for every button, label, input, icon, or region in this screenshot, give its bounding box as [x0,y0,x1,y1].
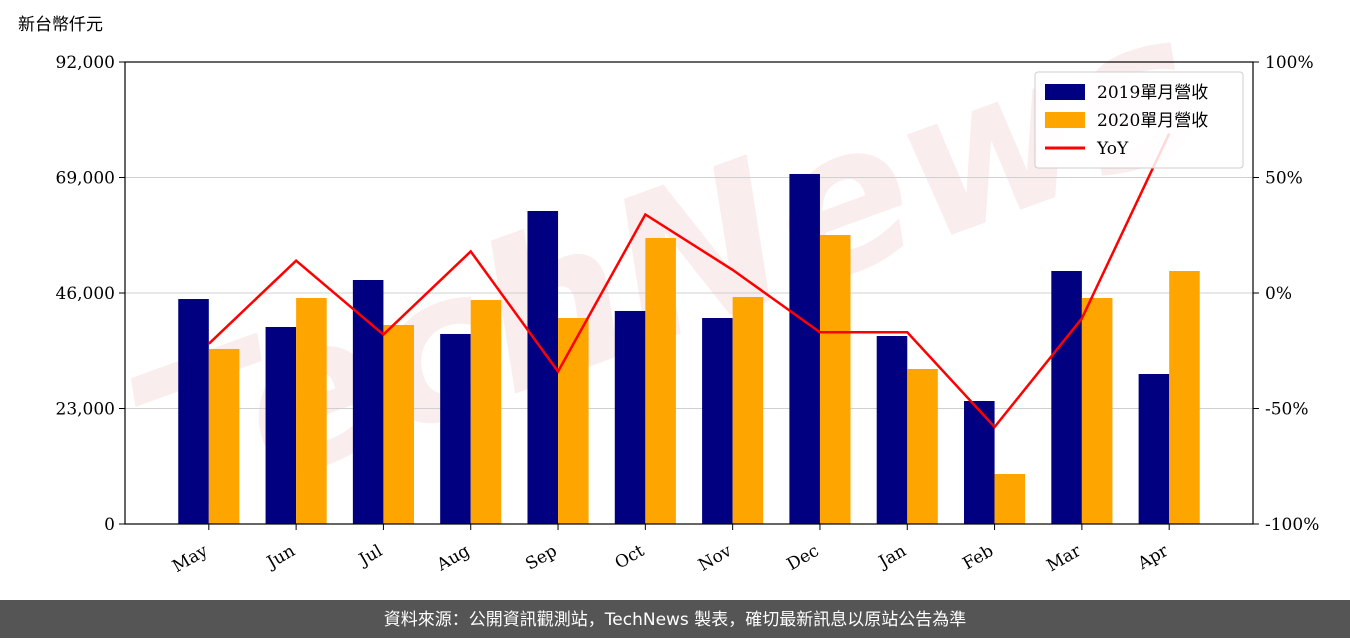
x-tick-label: Jun [262,541,299,574]
footer-bar [0,600,1350,638]
legend-label: 2020單月營收 [1097,111,1208,131]
x-tick-label: Oct [612,541,648,574]
bar [527,210,559,524]
bar [994,473,1026,524]
legend-box [1034,71,1244,169]
footer: 資料來源：公開資訊觀測站，TechNews 製表，確切最新訊息以原站公告為準 [384,610,966,630]
bar [558,318,589,524]
y-tick-label: 69,000 [56,169,115,189]
bar [265,326,297,524]
bar [907,368,938,524]
bar [296,298,327,524]
bar [470,300,502,524]
bar [702,318,733,524]
legend-swatch [1045,84,1085,100]
y-tick-label: 46,000 [56,284,115,304]
bar [1138,374,1170,524]
bar [819,234,851,525]
legend-label: 2019單月營收 [1097,83,1208,103]
bar [645,238,676,524]
x-tick-label: Jan [874,541,910,573]
y-tick-label: 92,000 [56,53,115,73]
bar [614,310,646,524]
bar [1169,271,1200,524]
y2-tick-label: -100% [1265,515,1319,535]
x-tick-label: Nov [695,541,735,576]
bar [1081,298,1113,524]
y2-tick-label: 100% [1265,53,1314,73]
x-tick-label: Aug [433,541,474,576]
bar [964,401,995,524]
y-tick-label: 0 [104,515,115,535]
x-tick-label: Feb [960,541,998,574]
bar [789,173,820,524]
y-tick-label: 23,000 [56,400,115,420]
bar [440,333,471,524]
y2-tick-label: -50% [1265,400,1309,420]
plot-frame [124,61,1254,525]
x-tick-label: Sep [522,541,560,575]
x-tick-label: Mar [1043,541,1085,577]
bar [208,348,240,524]
line [207,133,1171,429]
bar [383,324,414,524]
bar [1051,271,1082,524]
x-tick-label: Apr [1134,541,1173,575]
legend-label: YoY [1096,139,1129,159]
bar [178,299,209,524]
legend-swatch [1045,112,1085,128]
y2-tick-label: 0% [1265,284,1292,304]
y2-tick-label: 50% [1265,169,1303,189]
bar [876,335,908,524]
bar [352,279,384,524]
unit-label: 新台幣仟元 [18,15,103,35]
x-tick-label: Jul [354,541,386,571]
bar [732,297,764,524]
x-tick-label: Dec [784,541,823,575]
